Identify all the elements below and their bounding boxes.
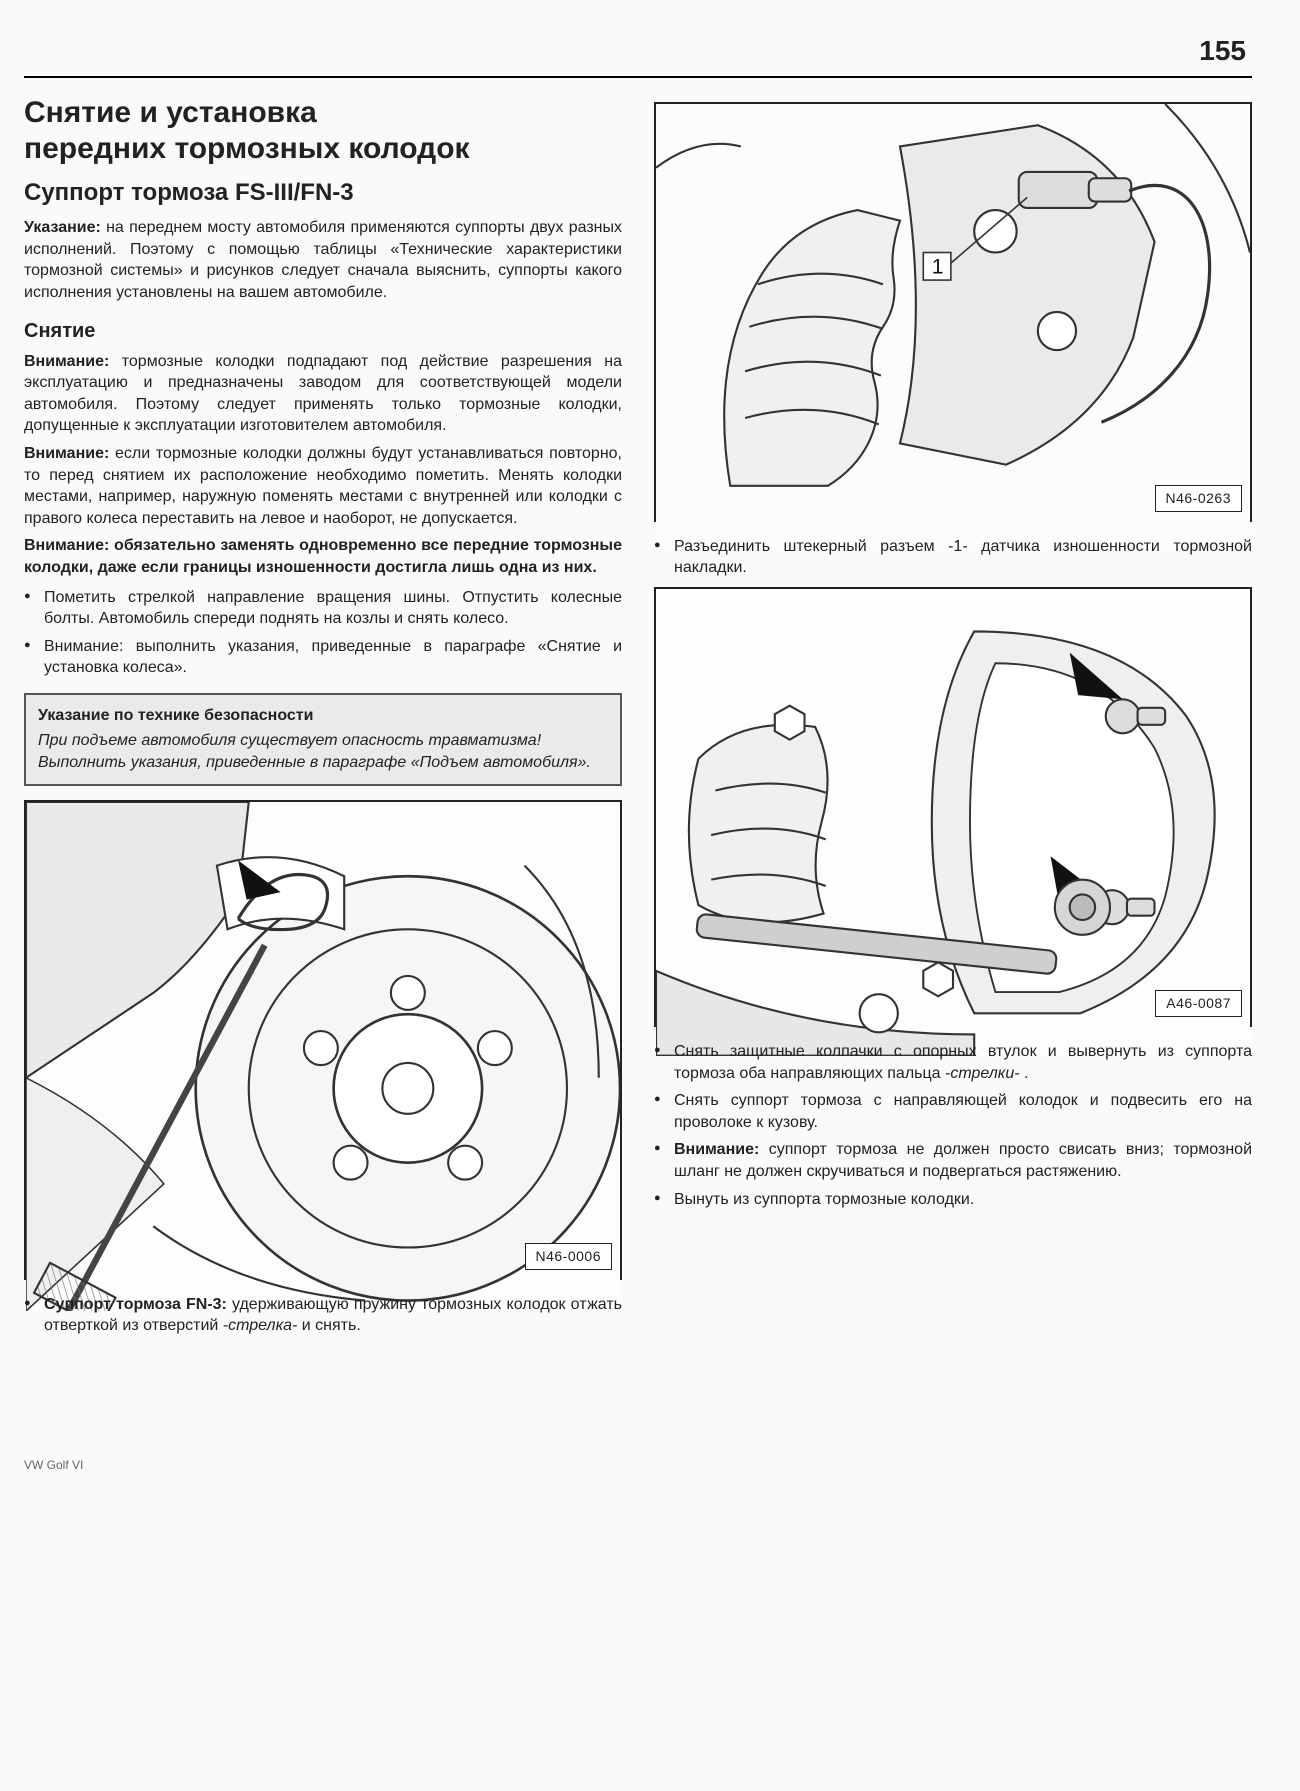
figure-1-svg-icon xyxy=(26,802,620,1311)
figure-2-code: N46-0263 xyxy=(1155,485,1243,512)
bullet-list-b: Снять защитные колпачки с опорных втулок… xyxy=(654,1041,1252,1210)
fig1-caption-tail: и снять. xyxy=(302,1317,361,1334)
subheading: Суппорт тормоза FS-III/FN-3 xyxy=(24,177,622,209)
left-column: Снятие и установка передних тормозных ко… xyxy=(24,96,622,1473)
intro-label: Указание: xyxy=(24,219,101,236)
footer-note: VW Golf VI xyxy=(24,1457,622,1473)
b0-tail: . xyxy=(1024,1065,1028,1082)
b2-label: Внимание: xyxy=(674,1141,759,1158)
warning-1: Внимание: тормозные колодки подпадают по… xyxy=(24,351,622,437)
heading-line1: Снятие и установка xyxy=(24,96,622,131)
svg-text:1: 1 xyxy=(932,256,944,279)
list-item: Снять защитные колпачки с опорных втулок… xyxy=(654,1041,1252,1084)
figure-2: 1 N46-0263 xyxy=(654,102,1252,522)
b2-text: суппорт тормоза не должен просто свисать… xyxy=(674,1141,1252,1180)
intro-paragraph: Указание: на переднем мосту автомобиля п… xyxy=(24,217,622,303)
list-item: Внимание: суппорт тормоза не должен прос… xyxy=(654,1139,1252,1182)
b0-em: -стрелки- xyxy=(945,1065,1020,1082)
warn3-label: Внимание: xyxy=(24,537,109,554)
right-column: 1 N46-0263 Разъединить штекерный разъем … xyxy=(654,96,1252,1473)
figure-1-code: N46-0006 xyxy=(525,1243,613,1270)
warn2-text: если тормозные колодки должны будут уста… xyxy=(24,445,622,527)
safety-title: Указание по технике безопасности xyxy=(38,705,608,727)
safety-box: Указание по технике безопасности При под… xyxy=(24,693,622,786)
warning-3-block: Внимание: обязательно заменять одновреме… xyxy=(24,535,622,578)
top-rule xyxy=(24,76,1252,78)
warn2-label: Внимание: xyxy=(24,445,109,462)
page-number: 155 xyxy=(24,32,1252,70)
warn1-label: Внимание: xyxy=(24,353,109,370)
warn1-text: тормозные колодки подпадают под действие… xyxy=(24,353,622,435)
warning-3: Внимание: обязательно заменять одновреме… xyxy=(24,535,622,578)
figure-2-caption-list: Разъединить штекерный разъем -1- датчика… xyxy=(654,536,1252,579)
figure-1: N46-0006 xyxy=(24,800,622,1280)
figure-2-caption: Разъединить штекерный разъем -1- датчика… xyxy=(654,536,1252,579)
two-column-layout: Снятие и установка передних тормозных ко… xyxy=(24,96,1252,1473)
safety-text: При подъеме автомобиля существует опасно… xyxy=(38,730,608,773)
list-item: Пометить стрелкой направление вращения ш… xyxy=(24,587,622,630)
figure-2-svg-icon: 1 xyxy=(656,104,1250,550)
bullet-list-a: Пометить стрелкой направление вращения ш… xyxy=(24,587,622,679)
figure-3-svg-icon xyxy=(656,589,1250,1056)
list-item: Снять суппорт тормоза с направляющей кол… xyxy=(654,1090,1252,1133)
section-remove-title: Снятие xyxy=(24,318,622,345)
fig1-caption-em: -стрелка- xyxy=(223,1317,298,1334)
heading-line2: передних тормозных колодок xyxy=(24,132,622,167)
intro-text: на переднем мосту автомобиля применяются… xyxy=(24,219,622,301)
warn3-text: обязательно заменять одновременно все пе… xyxy=(24,537,622,576)
figure-3: A46-0087 xyxy=(654,587,1252,1027)
figure-3-code: A46-0087 xyxy=(1155,990,1242,1017)
list-item: Внимание: выполнить указания, приведенны… xyxy=(24,636,622,679)
fig1-caption-prefix: Суппорт тормоза FN-3: xyxy=(44,1296,227,1313)
figure-1-caption-list: Суппорт тормоза FN-3: удерживающую пружи… xyxy=(24,1294,622,1337)
warning-2: Внимание: если тормозные колодки должны … xyxy=(24,443,622,529)
figure-1-caption: Суппорт тормоза FN-3: удерживающую пружи… xyxy=(24,1294,622,1337)
list-item: Вынуть из суппорта тормозные колодки. xyxy=(654,1189,1252,1211)
